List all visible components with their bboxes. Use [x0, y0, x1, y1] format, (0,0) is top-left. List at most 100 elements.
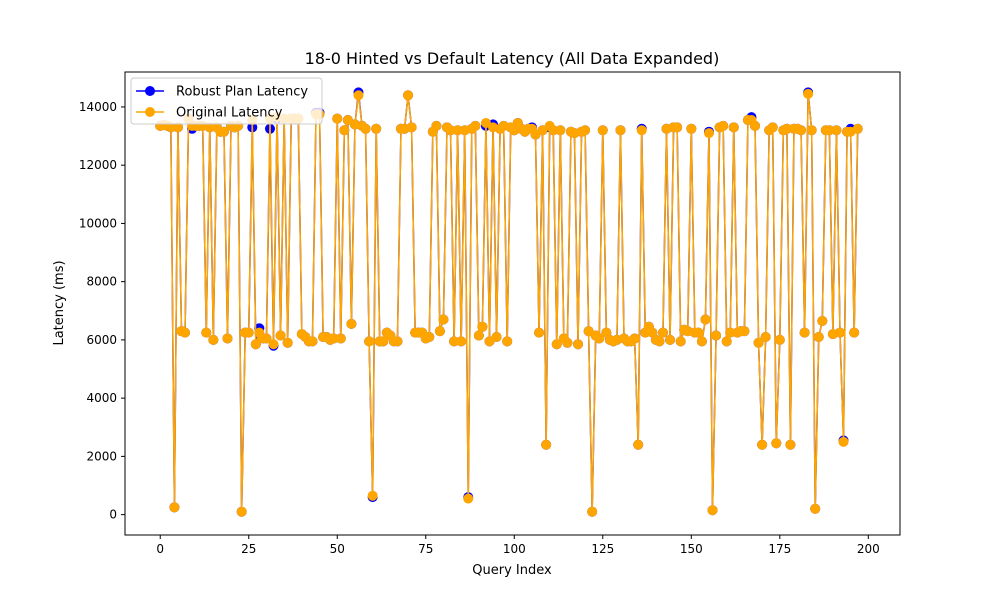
data-point: [774, 334, 785, 345]
data-point: [657, 327, 668, 338]
ticks-layer: 0 25 50 75 100 125 150 175 200020004000600080001…: [79, 100, 880, 556]
data-point: [573, 339, 583, 350]
data-point: [491, 331, 502, 342]
data-point: [849, 327, 860, 338]
data-point: [636, 125, 647, 136]
data-point: [711, 330, 722, 341]
data-point: [201, 327, 212, 338]
x-tick-label: 25: [241, 542, 256, 556]
data-point: [328, 333, 339, 344]
data-point: [434, 326, 445, 337]
y-axis-label: Latency (ms): [52, 260, 67, 345]
data-point: [597, 125, 608, 136]
legend-label: Robust Plan Latency: [176, 85, 308, 100]
data-point: [760, 331, 771, 342]
data-point: [463, 493, 474, 504]
data-point: [834, 327, 845, 338]
data-point: [781, 123, 792, 134]
data-point: [696, 336, 707, 347]
data-point: [686, 123, 697, 134]
data-point: [218, 126, 229, 137]
data-point: [456, 336, 467, 347]
data-point: [750, 120, 761, 131]
data-point: [268, 339, 279, 350]
data-point: [785, 439, 796, 450]
data-point: [672, 122, 683, 133]
data-point: [700, 314, 711, 325]
data-point: [654, 336, 665, 347]
data-point: [307, 336, 318, 347]
data-point: [813, 331, 824, 342]
data-point: [721, 336, 732, 347]
legend-swatch-marker: [145, 86, 155, 96]
data-point: [725, 327, 736, 338]
data-point: [424, 331, 435, 342]
data-point: [739, 326, 750, 337]
data-point: [838, 436, 849, 447]
data-point: [449, 336, 460, 347]
data-point: [250, 339, 261, 350]
data-point: [629, 333, 640, 344]
data-point: [477, 321, 488, 332]
data-point: [831, 125, 842, 136]
data-point: [180, 327, 191, 338]
data-point: [431, 120, 442, 131]
data-point: [473, 330, 484, 341]
data-point: [452, 125, 463, 136]
y-tick-label: 8000: [86, 275, 117, 289]
data-point: [335, 333, 346, 344]
data-point: [693, 327, 704, 338]
data-point: [371, 123, 382, 134]
data-point: [378, 336, 389, 347]
y-tick-label: 4000: [86, 391, 117, 405]
data-point: [445, 125, 456, 136]
data-point: [502, 336, 513, 347]
legend-swatch-marker: [145, 107, 155, 117]
data-point: [165, 122, 176, 133]
data-point: [548, 125, 559, 136]
data-point: [718, 120, 729, 131]
y-tick-label: 2000: [86, 449, 117, 463]
data-point: [852, 123, 863, 134]
x-tick-label: 0: [156, 542, 164, 556]
data-point: [346, 318, 357, 329]
x-tick-label: 150: [680, 542, 703, 556]
data-point: [470, 120, 481, 131]
data-point: [438, 314, 449, 325]
series-2: [155, 88, 863, 517]
data-point: [353, 90, 364, 101]
data-point: [771, 438, 782, 449]
data-point: [703, 128, 714, 139]
data-point: [541, 439, 552, 450]
data-point: [803, 88, 814, 99]
x-tick-label: 50: [330, 542, 345, 556]
data-point: [275, 330, 286, 341]
data-point: [675, 336, 686, 347]
data-point: [824, 125, 835, 136]
data-point: [172, 122, 183, 133]
data-point: [799, 327, 810, 338]
data-point: [806, 125, 817, 136]
data-point: [406, 122, 417, 133]
plot-frame: [124, 71, 901, 536]
data-point: [615, 125, 626, 136]
data-point: [757, 439, 768, 450]
data-point: [364, 336, 375, 347]
data-point: [236, 506, 247, 517]
legend: Robust Plan Latency Original Latency: [130, 77, 323, 125]
y-tick-label: 12000: [79, 158, 117, 172]
data-point: [222, 333, 233, 344]
y-tick-label: 6000: [86, 333, 117, 347]
data-point: [534, 327, 545, 338]
data-point: [707, 505, 718, 516]
data-point: [204, 122, 215, 133]
data-point: [339, 125, 350, 136]
x-tick-label: 200: [857, 542, 880, 556]
data-point: [810, 503, 821, 514]
data-point: [594, 333, 605, 344]
data-point: [665, 334, 676, 345]
y-tick-label: 0: [109, 508, 117, 522]
data-point: [282, 337, 293, 348]
x-axis-label: Query Index: [472, 563, 552, 578]
chart-title: 18-0 Hinted vs Default Latency (All Data…: [305, 49, 720, 68]
